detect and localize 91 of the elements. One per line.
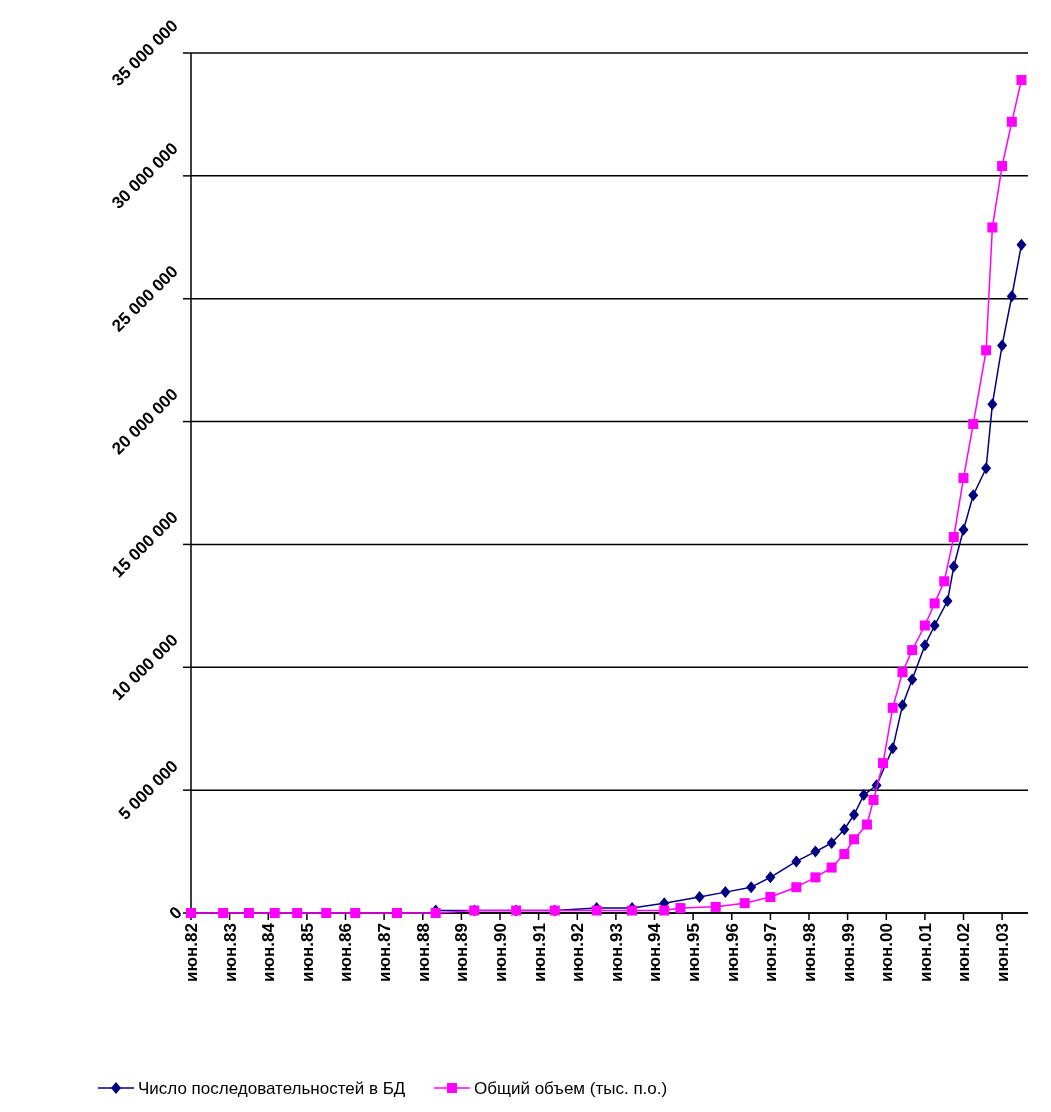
x-tick-label: июн.02 [954,923,974,982]
point [1006,290,1017,303]
point [765,892,776,903]
point [350,908,361,918]
point [858,789,869,802]
y-tick-label: 0 [165,902,186,924]
point [907,645,918,656]
point [292,908,303,918]
point [1006,116,1017,127]
y-tick-label: 25 000 000 [108,261,182,336]
point [968,419,979,430]
point [430,908,441,918]
point [810,872,821,883]
point [897,699,908,712]
point [948,532,959,543]
legend-label: Общий объем (тыс. п.о.) [474,1079,668,1098]
y-tick-label: 10 000 000 [108,630,182,705]
x-tick-label: июн.91 [529,923,549,982]
point [1016,75,1027,86]
x-tick-label: июн.84 [259,922,279,982]
point [861,819,872,830]
point [919,620,930,631]
y-tick-label: 5 000 000 [114,756,182,824]
x-tick-label: июн.89 [452,923,472,982]
x-tick-label: июн.95 [684,923,704,982]
legend-label: Число последовательностей в БД [138,1079,406,1098]
point [929,619,940,632]
point [887,742,898,755]
point [968,489,979,502]
point [826,836,837,849]
x-tick-label: июн.85 [297,923,317,982]
point [746,881,757,894]
x-tick-label: июн.99 [838,923,858,982]
point [839,849,850,860]
x-tick-label: июн.97 [761,923,781,982]
point [218,908,229,918]
point [1016,238,1027,251]
point [659,905,670,916]
y-tick-label: 20 000 000 [108,384,182,459]
point [997,339,1008,352]
point [675,903,686,914]
point [939,576,950,587]
x-tick-label: июн.83 [220,923,240,982]
point [948,560,959,573]
point [897,667,908,678]
point [958,473,969,484]
x-tick-label: июн.87 [375,923,395,982]
x-tick-label: июн.01 [915,923,935,982]
point [739,898,750,909]
x-tick-label: июн.92 [568,923,588,982]
point [878,758,889,769]
point [987,222,998,233]
x-tick-label: июн.82 [182,923,201,982]
x-tick-label: июн.03 [993,923,1013,982]
point [868,794,879,805]
point [392,908,402,918]
x-tick-label: июн.86 [336,923,356,982]
x-tick-label: июн.96 [722,923,742,982]
y-tick-label: 30 000 000 [108,139,182,213]
x-tick-label: июн.93 [606,923,626,982]
point [321,908,332,918]
point [826,862,837,873]
x-tick-label: июн.90 [491,923,510,982]
point [243,908,254,918]
point [710,901,721,912]
point [942,594,953,607]
point [987,398,998,411]
x-tick-label: июн.94 [645,922,665,982]
x-tick-label: июн.00 [877,923,897,982]
point [849,808,860,821]
point [907,673,918,686]
x-tick-label: июн.88 [413,923,433,982]
point [791,882,802,893]
point [929,598,940,609]
point [810,845,821,858]
point [269,908,280,918]
point [981,462,992,475]
point [997,161,1008,172]
point [720,886,731,899]
point [791,855,802,868]
x-tick-label: июн.98 [799,923,819,982]
point [958,523,969,536]
point [981,345,992,356]
point [694,891,705,904]
y-tick-label: 15 000 000 [108,507,182,582]
point [887,702,898,713]
point [919,639,930,652]
point [765,871,776,884]
point [849,834,860,845]
point [839,823,850,836]
y-tick-label: 35 000 000 [108,16,182,90]
